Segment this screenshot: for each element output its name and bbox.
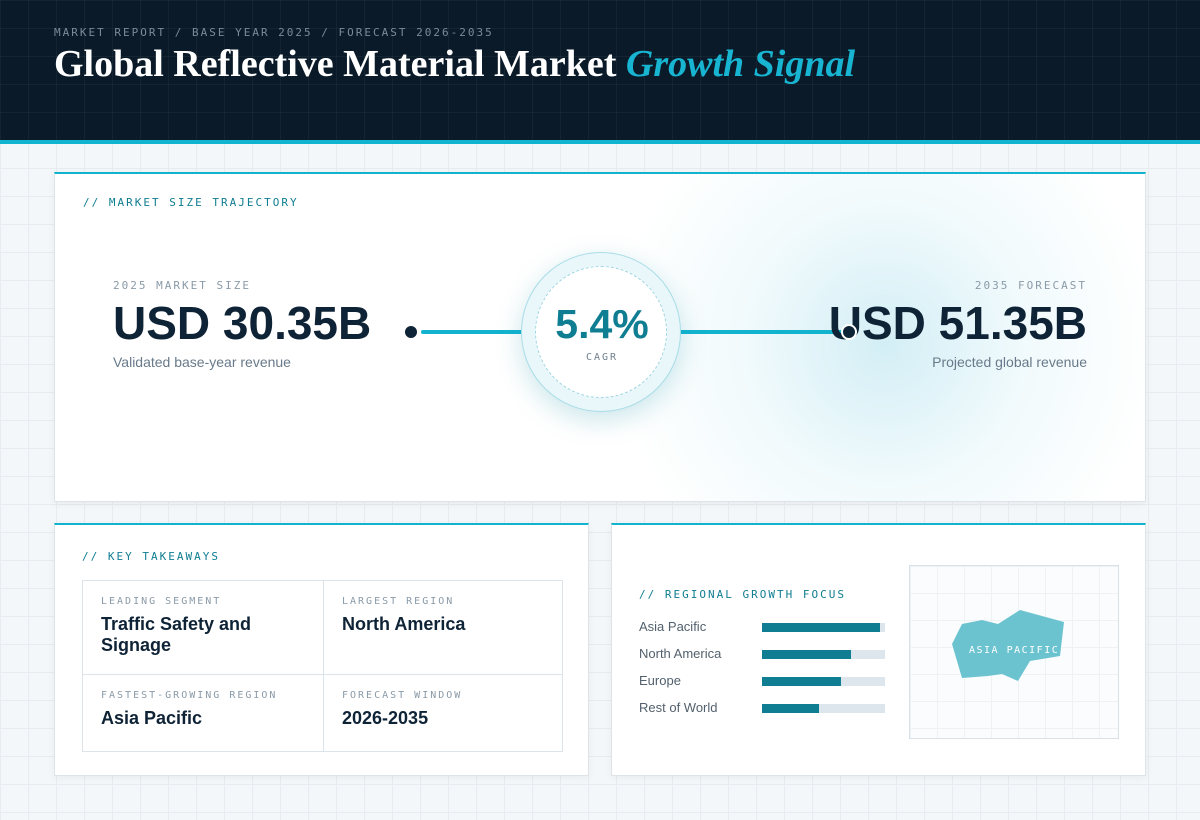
trajectory-line-right (665, 330, 850, 334)
page-title-accent: Growth Signal (625, 43, 856, 85)
takeaway-leading-segment: LEADING SEGMENT Traffic Safety and Signa… (83, 581, 323, 674)
forecast-value: USD 51.35B (828, 297, 1087, 349)
cagr-badge-inner: 5.4% CAGR (535, 266, 667, 398)
region-bar-fill (762, 704, 819, 713)
region-bar-row: Europe (639, 673, 889, 688)
base-year-caption: Validated base-year revenue (113, 354, 291, 370)
trajectory-end-node (841, 324, 857, 340)
base-year-label: 2025 MARKET SIZE (113, 279, 251, 292)
cagr-badge: 5.4% CAGR (521, 252, 681, 412)
asia-pacific-map: ASIA PACIFIC (909, 565, 1119, 739)
region-bar-track (762, 623, 885, 632)
key-takeaways-card: // KEY TAKEAWAYS LEADING SEGMENT Traffic… (54, 523, 589, 776)
regional-growth-card: // REGIONAL GROWTH FOCUS Asia Pacific No… (611, 523, 1146, 776)
section-label-takeaways: // KEY TAKEAWAYS (82, 550, 220, 563)
market-size-trajectory-card: // MARKET SIZE TRAJECTORY 2025 MARKET SI… (54, 172, 1146, 502)
page-header: MARKET REPORT / BASE YEAR 2025 / FORECAS… (0, 0, 1200, 144)
region-bar-label: Asia Pacific (639, 619, 707, 634)
page-title-main: Global Reflective Material Market (54, 43, 617, 85)
takeaway-label: FORECAST WINDOW (342, 690, 463, 701)
page-title: Global Reflective Material Market Growth… (54, 42, 855, 86)
forecast-label: 2035 FORECAST (974, 279, 1087, 292)
takeaway-fastest-growing-region: FASTEST-GROWING REGION Asia Pacific (83, 674, 323, 751)
region-bar-label: Europe (639, 673, 681, 688)
section-label-regional: // REGIONAL GROWTH FOCUS (639, 588, 846, 601)
region-bar-track (762, 704, 885, 713)
asia-pacific-shape-icon (952, 610, 1064, 681)
trajectory-line-left (421, 330, 533, 334)
takeaway-forecast-window: FORECAST WINDOW 2026-2035 (323, 674, 563, 751)
takeaway-largest-region: LARGEST REGION North America (323, 581, 563, 674)
takeaways-grid: LEADING SEGMENT Traffic Safety and Signa… (82, 580, 563, 752)
region-bar-row: Asia Pacific (639, 619, 889, 634)
background-glow (605, 174, 1145, 501)
breadcrumb: MARKET REPORT / BASE YEAR 2025 / FORECAS… (54, 26, 494, 39)
trajectory-start-node (403, 324, 419, 340)
region-bar-label: Rest of World (639, 700, 718, 715)
region-bar-row: Rest of World (639, 700, 889, 715)
forecast-caption: Projected global revenue (932, 354, 1087, 370)
takeaway-label: LARGEST REGION (342, 596, 455, 607)
region-bar-track (762, 650, 885, 659)
region-bar-fill (762, 677, 841, 686)
region-bar-row: North America (639, 646, 889, 661)
takeaway-value: 2026-2035 (342, 708, 429, 728)
takeaway-label: FASTEST-GROWING REGION (101, 690, 278, 701)
section-label-trajectory: // MARKET SIZE TRAJECTORY (83, 196, 299, 209)
takeaway-value: Asia Pacific (101, 708, 203, 728)
region-bar-fill (762, 623, 881, 632)
map-region-label: ASIA PACIFIC (969, 645, 1060, 656)
takeaway-label: LEADING SEGMENT (101, 596, 222, 607)
cagr-label: CAGR (585, 352, 619, 363)
region-bar-label: North America (639, 646, 722, 661)
region-bar-fill (762, 650, 851, 659)
takeaway-value: Traffic Safety and Signage (101, 614, 252, 655)
region-bar-track (762, 677, 885, 686)
cagr-value: 5.4% (555, 301, 649, 347)
base-year-value: USD 30.35B (113, 297, 372, 349)
takeaway-value: North America (342, 614, 466, 634)
